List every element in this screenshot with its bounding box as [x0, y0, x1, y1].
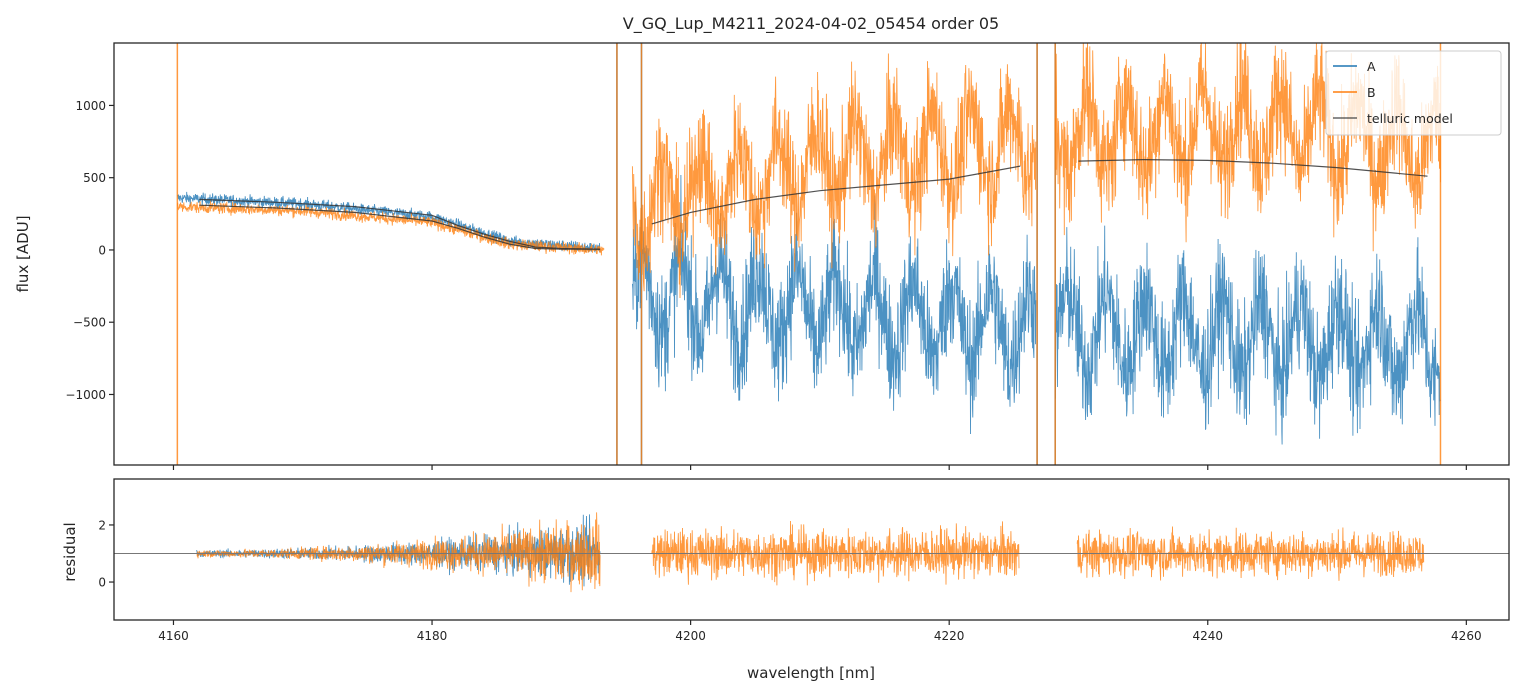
telluric-model-segment — [199, 204, 601, 250]
flux-panel: 1000 500 0 −500 −1000 flux [ADU] A B telluri… — [14, 42, 1510, 470]
residual-x-tick-label: 4260 — [1451, 629, 1482, 643]
series-b-segment — [1054, 43, 1441, 252]
residual-x-tick-label: 4200 — [675, 629, 706, 643]
residual-x-tick-label: 4240 — [1192, 629, 1223, 643]
residual-series-b-segment — [1076, 526, 1425, 581]
telluric-model-segment — [1078, 158, 1428, 177]
flux-y-tick-label: 0 — [98, 243, 106, 257]
legend-box — [1325, 50, 1502, 136]
chart-title: V_GQ_Lup_M4211_2024-04-02_05454 order 05 — [623, 14, 999, 34]
residual-series-b — [196, 512, 1425, 593]
residual-x-tick-label: 4160 — [158, 629, 189, 643]
residual-panel: 20 4160 4180 4200 4220 4240 4260 residual wav… — [61, 478, 1510, 682]
flux-axes-frame — [113, 42, 1510, 466]
legend-label-a: A — [1367, 59, 1376, 74]
flux-x-ticks — [172, 465, 1467, 470]
series-b-segment — [631, 53, 1037, 299]
flux-y-ticks: 1000 500 0 −500 −1000 — [65, 99, 114, 402]
flux-y-tick-label: −500 — [73, 316, 106, 330]
flux-y-tick-label: −1000 — [65, 388, 106, 402]
residual-x-tick-label: 4220 — [934, 629, 965, 643]
series-a-segment — [631, 174, 1037, 435]
residual-plot-area — [114, 512, 1509, 593]
legend-label-b: B — [1367, 85, 1376, 100]
flux-y-axis-label: flux [ADU] — [14, 215, 32, 292]
flux-plot-area — [176, 43, 1442, 465]
flux-y-tick-label: 500 — [83, 171, 106, 185]
residual-y-tick-label: 2 — [98, 518, 106, 532]
legend-label-telluric: telluric model — [1367, 111, 1453, 126]
x-axis-label: wavelength [nm] — [747, 664, 875, 682]
flux-y-tick-label: 1000 — [75, 99, 106, 113]
residual-x-tick-label: 4180 — [417, 629, 448, 643]
series-telluric-model — [199, 158, 1428, 250]
residual-axes-frame — [113, 478, 1510, 621]
series-b-segment — [176, 200, 605, 256]
residual-y-axis-label: residual — [61, 522, 79, 581]
telluric-model-segment — [651, 165, 1021, 225]
telluric-model-segment — [199, 198, 601, 250]
residual-y-ticks: 20 — [98, 518, 114, 590]
residual-series-b-segment — [196, 512, 601, 593]
series-a-segment — [1054, 225, 1441, 445]
legend: A B telluric model — [1325, 50, 1502, 136]
series-b — [176, 43, 1442, 465]
residual-y-tick-label: 0 — [98, 576, 106, 590]
residual-x-ticks: 4160 4180 4200 4220 4240 4260 — [158, 620, 1482, 643]
